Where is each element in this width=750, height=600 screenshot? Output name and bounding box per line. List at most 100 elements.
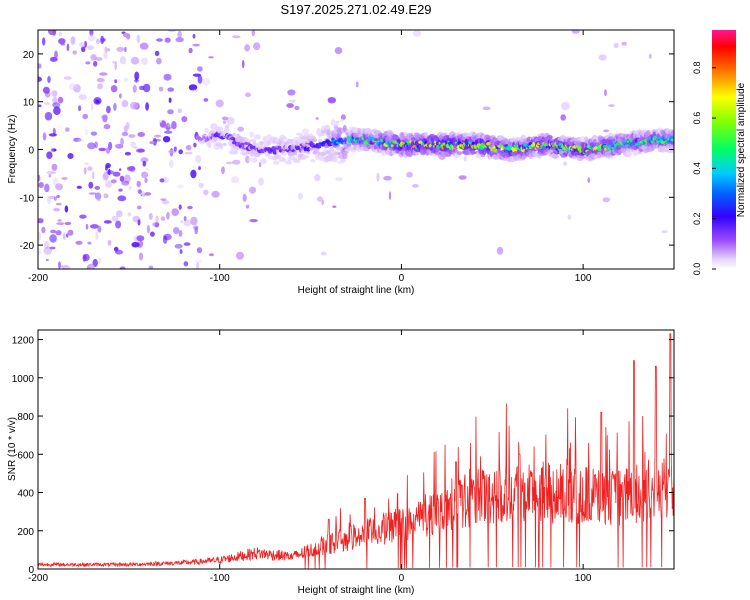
spectrogram-cell — [176, 184, 184, 189]
spectrogram-cell — [187, 205, 193, 210]
spectrogram-cell — [184, 151, 193, 155]
spectrogram-cell — [88, 192, 97, 195]
spectrogram-cell — [117, 195, 127, 202]
spectrogram-cell — [48, 174, 52, 178]
spectrogram-cell — [607, 136, 614, 140]
spectrogram-cell — [156, 38, 163, 42]
spectrogram-cell — [154, 50, 160, 57]
spectrogram-cell — [119, 56, 127, 65]
spectrogram-cell — [158, 120, 162, 123]
spectrogram-cell — [406, 171, 413, 178]
spectrogram-cell — [44, 111, 53, 121]
snr-y-tick-label: 1200 — [12, 336, 35, 347]
spectrogram-cell — [76, 185, 83, 189]
spectrogram-cell — [115, 220, 122, 229]
spectrogram-cell — [197, 75, 203, 84]
spectrogram-cell — [166, 211, 170, 220]
spectrogram-cell — [470, 149, 476, 155]
spectrogram-cell — [154, 222, 160, 228]
spectrogram-cell — [226, 122, 231, 127]
spectrogram-cell — [193, 142, 197, 148]
spectrogram-cell — [144, 177, 148, 183]
spectrogram-cell — [144, 192, 152, 196]
spectrogram-cell — [280, 136, 288, 141]
spectrogram-cell — [171, 208, 179, 217]
spectrogram-x-label: Height of straight line (km) — [298, 285, 415, 296]
spectrogram-cell — [340, 159, 347, 163]
spectrogram-cell — [141, 190, 146, 198]
spectrogram-cell — [54, 50, 58, 59]
spectrogram-cell — [142, 83, 151, 93]
spectrogram-cell — [603, 129, 610, 133]
spectrogram-cell — [136, 180, 141, 188]
spectrogram-cell — [456, 151, 463, 155]
spectrogram-cell — [164, 37, 171, 43]
snr-series-line — [38, 333, 674, 569]
spectrogram-cell — [301, 154, 310, 159]
snr-y-tick-label: 400 — [17, 489, 34, 500]
spectrogram-y-tick-label: 0 — [28, 146, 34, 157]
spectrogram-cell — [92, 258, 98, 268]
spectrogram-cell — [49, 234, 57, 243]
spectrogram-cell — [195, 154, 202, 164]
spectrogram-cell — [161, 200, 170, 205]
snr-y-tick-label: 0 — [28, 565, 34, 576]
spectrogram-cell — [50, 148, 54, 153]
spectrogram-cell — [105, 165, 108, 171]
spectrogram-cell — [121, 131, 129, 137]
spectrogram-cell — [119, 168, 122, 171]
spectrogram-cell — [103, 52, 108, 59]
snr-y-tick-label: 200 — [17, 527, 34, 538]
spectrogram-cell — [103, 124, 111, 130]
spectrogram-cell — [326, 128, 331, 136]
spectrogram-cell — [278, 157, 286, 162]
spectrogram-cell — [52, 102, 61, 108]
spectrogram-cell — [116, 210, 123, 218]
spectrogram-cell — [252, 157, 258, 164]
spectrogram-cell — [53, 207, 60, 212]
spectrogram-cell — [113, 246, 119, 252]
spectrogram-cell — [84, 162, 89, 165]
spectrogram-cell — [315, 145, 322, 149]
spectrogram-cell — [85, 223, 89, 230]
snr-y-tick-label: 1000 — [12, 374, 35, 385]
spectrogram-cell — [561, 101, 570, 111]
spectrogram-cell — [303, 146, 308, 152]
spectrogram-cell — [72, 50, 77, 55]
spectrogram-cell — [232, 159, 241, 165]
spectrogram-cell — [177, 108, 182, 114]
spectrogram-cell — [75, 240, 83, 245]
spectrogram-cell — [632, 149, 639, 156]
spectrogram-cell — [81, 46, 86, 53]
spectrogram-cell — [65, 127, 70, 132]
spectrogram-cell — [249, 131, 255, 138]
spectrogram-cell — [315, 117, 319, 120]
spectrogram-cell — [52, 96, 58, 105]
spectrogram-cell — [241, 59, 245, 69]
spectrogram-cell — [149, 141, 155, 145]
spectrogram-cell — [58, 261, 61, 269]
spectrogram-cell — [233, 150, 239, 155]
spectrogram-cell — [57, 219, 62, 222]
spectrogram-cell — [608, 104, 615, 107]
spectrogram-cell — [245, 204, 250, 209]
spectrogram-cell — [203, 98, 209, 102]
spectrogram-cell — [204, 127, 210, 134]
spectrogram-cell — [114, 62, 117, 71]
spectrogram-cell — [571, 30, 580, 34]
spectrogram-cell — [63, 76, 72, 80]
spectrogram-cell — [130, 141, 136, 148]
spectrogram-cell — [148, 265, 154, 269]
spectrogram-cell — [244, 44, 251, 52]
spectrogram-cell — [196, 247, 203, 254]
spectrogram-cell — [355, 81, 359, 88]
spectrogram-cell — [188, 47, 193, 54]
spectrogram-y-tick-label: 20 — [23, 50, 35, 61]
spectrogram-cell — [207, 142, 212, 149]
spectrogram-cell — [135, 148, 145, 153]
spectrogram-cell — [602, 197, 611, 203]
spectrogram-cell — [670, 138, 674, 142]
spectrogram-cell — [169, 159, 174, 169]
spectrogram-cell — [320, 251, 327, 256]
